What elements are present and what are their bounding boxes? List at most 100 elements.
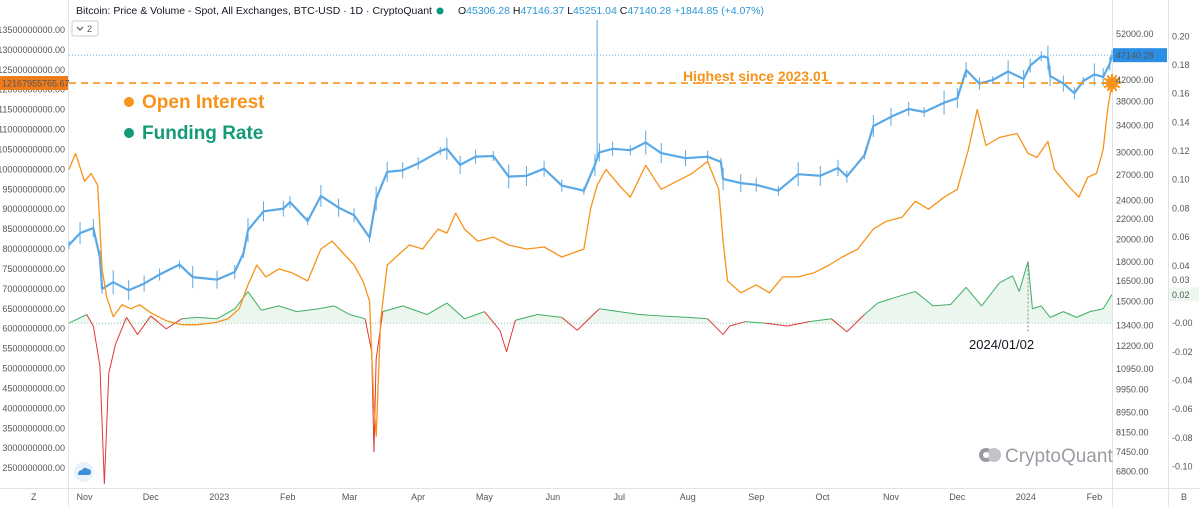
price-axis-current-label: 47140.28 — [1116, 51, 1154, 61]
price-axis-tick: 10950.00 — [1116, 364, 1154, 374]
funding-rate-segment — [114, 317, 127, 345]
x-axis-tick: Nov — [883, 492, 900, 502]
funding-rate-segment — [1076, 311, 1091, 318]
left-axis-tick: 12500000000.00 — [0, 65, 65, 75]
chevron-down-icon — [76, 26, 84, 31]
funding-rate-segment — [92, 325, 101, 367]
axes: 13500000000.00 13000000000.00 12500000000.… — [0, 25, 1199, 502]
funding-rate-segment — [846, 314, 865, 333]
funding-rate-segment — [181, 316, 198, 320]
funding-rate-segment — [1089, 308, 1104, 313]
funding-axis-tick: 0.16 — [1172, 89, 1190, 99]
legend-marker-open-interest — [124, 97, 134, 107]
date-marker-group: 2024/01/02 — [966, 334, 1048, 354]
left-axis-tick: 6000000000.00 — [2, 324, 65, 334]
funding-rate-segment — [1049, 311, 1064, 318]
funding-rate-segment — [150, 315, 167, 330]
price-axis-tick: 7450.00 — [1116, 447, 1149, 457]
left-axis-tick: 11500000000.00 — [0, 105, 65, 115]
funding-axis-extra-label: 0.03 — [1172, 275, 1190, 285]
change-value: +1844.85 (+4.07%) — [674, 5, 764, 17]
funding-rate-segment — [599, 308, 620, 313]
funding-rate-segment — [499, 330, 508, 352]
price-axis-tick: 15000.00 — [1116, 296, 1154, 306]
price-axis-tick: 38000.00 — [1116, 97, 1154, 107]
oi-endpoint-dot — [1106, 77, 1118, 90]
funding-rate-segment — [787, 321, 810, 327]
indicator-count: 2 — [87, 24, 92, 34]
brand-name: CryptoQuant — [1005, 446, 1113, 467]
series-visibility-icon[interactable] — [436, 7, 444, 15]
left-axis-tick: 6500000000.00 — [2, 304, 65, 314]
funding-rate-segment — [932, 303, 951, 307]
left-axis-tick: 5500000000.00 — [2, 344, 65, 354]
funding-axis-tick: -0.06 — [1172, 404, 1193, 414]
indicators-toggle[interactable]: 2 — [71, 20, 99, 37]
annotation-highest: Highest since 2023.01 — [683, 68, 829, 84]
plot-area — [68, 20, 1121, 484]
funding-rate-segment — [506, 320, 516, 352]
left-axis-tick: 3500000000.00 — [2, 423, 65, 433]
funding-rate-segment — [278, 305, 297, 313]
corner-left-label[interactable]: Z — [31, 492, 37, 502]
funding-rate-segment — [261, 305, 280, 311]
funding-axis-tick: 0.10 — [1172, 175, 1190, 185]
x-axis-tick: May — [476, 492, 494, 502]
funding-rate-segment — [464, 311, 485, 320]
funding-rate-segment — [373, 358, 377, 453]
funding-rate-segment — [809, 318, 832, 323]
series-funding-rate-fill — [69, 261, 1112, 324]
legend-label-funding-rate: Funding Rate — [142, 123, 263, 144]
price-axis-tick: 27000.00 — [1116, 170, 1154, 180]
price-axis-tick: 13400.00 — [1116, 321, 1154, 331]
funding-axis-tick: 0.20 — [1172, 31, 1190, 41]
funding-rate-segment — [1012, 275, 1020, 292]
funding-rate-segment — [103, 373, 110, 484]
left-axis-tick: 4000000000.00 — [2, 403, 65, 413]
funding-rate-segment — [364, 318, 373, 352]
price-axis-current-box — [1113, 48, 1167, 63]
series-open-interest — [68, 82, 1113, 437]
annotation-date-marker: 2024/01/02 — [969, 337, 1034, 352]
funding-rate-segment — [333, 305, 350, 315]
svg-text:O45306.28 H47146.37: O45306.28 H47146.37 L45251.04 C47140.28 … — [458, 5, 764, 17]
legend-marker-funding-rate — [124, 128, 134, 138]
funding-rate-segment — [661, 315, 688, 318]
close-value: 47140.28 — [627, 5, 671, 17]
price-axis-tick: 9950.00 — [1116, 385, 1149, 395]
cloud-logo-icon[interactable] — [74, 462, 94, 482]
price-axis-tick: 52000.00 — [1116, 29, 1154, 39]
funding-rate-segment — [729, 321, 746, 327]
funding-rate-segment — [639, 314, 662, 317]
funding-axis-tick: 0.12 — [1172, 146, 1190, 156]
funding-axis-tick: -0.10 — [1172, 461, 1193, 471]
left-axis-current-label: 12167955765.67 — [2, 79, 70, 89]
high-value: 47146.37 — [520, 5, 564, 17]
price-axis-tick: 8150.00 — [1116, 428, 1149, 438]
funding-rate-segment — [1027, 261, 1033, 309]
left-axis-tick: 4500000000.00 — [2, 383, 65, 393]
funding-rate-segment — [108, 344, 116, 374]
funding-rate-segment — [1040, 305, 1051, 318]
price-axis-tick: 8950.00 — [1116, 407, 1149, 417]
x-axis-tick: Dec — [143, 492, 160, 502]
funding-axis-tick: 0.18 — [1172, 60, 1190, 70]
series-funding-rate — [68, 261, 1113, 484]
x-axis-tick: Feb — [1087, 492, 1103, 502]
left-axis-tick: 11000000000.00 — [0, 125, 65, 135]
funding-axis-current-label: 0.02 — [1172, 290, 1190, 300]
left-axis-tick: 2500000000.00 — [2, 463, 65, 473]
corner-right-label[interactable]: B — [1181, 492, 1187, 502]
funding-rate-segment — [864, 302, 879, 315]
left-axis-tick: 13000000000.00 — [0, 45, 65, 55]
left-axis-tick: 9000000000.00 — [2, 204, 65, 214]
funding-rate-segment — [484, 311, 501, 331]
price-axis-tick: 42000.00 — [1116, 75, 1154, 85]
x-axis-tick: Jul — [613, 492, 625, 502]
funding-rate-segment — [137, 315, 152, 335]
funding-rate-segment — [296, 308, 319, 313]
funding-rate-segment — [77, 314, 87, 320]
funding-rate-segment — [965, 286, 983, 307]
